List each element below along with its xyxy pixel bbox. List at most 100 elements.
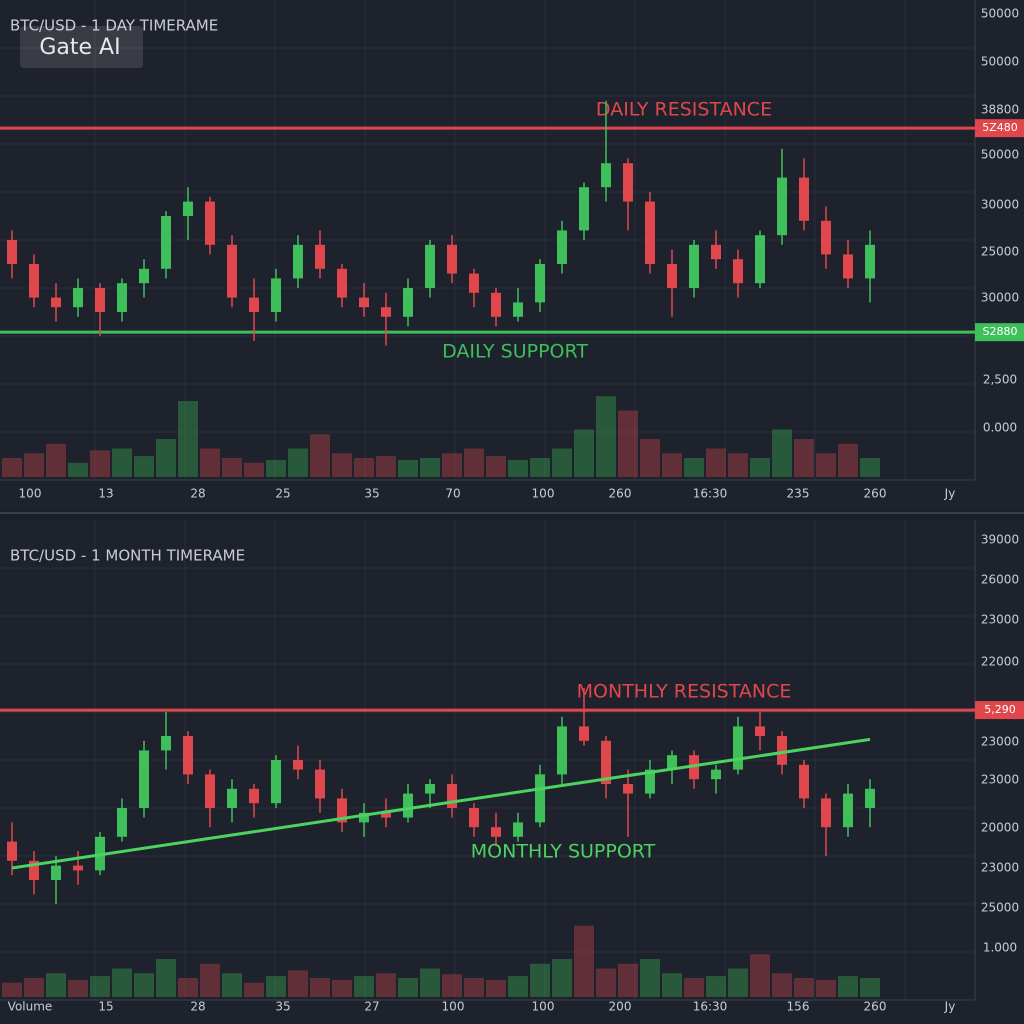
- volume-bar: [354, 976, 374, 997]
- volume-bar: [24, 978, 44, 997]
- candle-body: [7, 841, 17, 861]
- candle-body: [777, 736, 787, 765]
- y-axis-label: 26000: [981, 573, 1019, 587]
- candle-body: [623, 163, 633, 202]
- candle-body: [447, 244, 457, 274]
- candle-body: [337, 268, 347, 298]
- candle-body: [337, 798, 347, 823]
- candle-body: [403, 288, 413, 317]
- candle-body: [117, 808, 127, 837]
- candle-body: [29, 264, 39, 298]
- x-axis-label: 28: [190, 487, 205, 501]
- volume-bar: [596, 396, 616, 477]
- volume-bar: [310, 434, 330, 477]
- volume-bar: [794, 978, 814, 997]
- volume-bar: [662, 973, 682, 997]
- candle-body: [799, 177, 809, 221]
- volume-bar: [508, 459, 528, 477]
- volume-bar: [376, 456, 396, 477]
- volume-bar: [530, 458, 550, 477]
- x-axis-label: Jy: [944, 1000, 956, 1014]
- candle-body: [491, 827, 501, 837]
- x-axis-label: 28: [190, 1000, 205, 1014]
- volume-bar: [860, 458, 880, 477]
- candle-body: [469, 273, 479, 293]
- price-tag-bg: [975, 323, 1024, 342]
- y-axis-label: 50000: [981, 7, 1019, 21]
- volume-bar: [838, 443, 858, 477]
- y-axis-label: 25000: [981, 901, 1019, 915]
- candle-body: [689, 244, 699, 288]
- x-axis-label: 260: [609, 487, 632, 501]
- x-axis-label: 16:30: [693, 487, 728, 501]
- price-tag: 5Z480: [982, 121, 1018, 134]
- candle-body: [205, 774, 215, 808]
- candle-body: [645, 769, 655, 794]
- volume-bar: [728, 453, 748, 477]
- volume-bar: [398, 459, 418, 477]
- volume-bar: [640, 439, 660, 477]
- candle-body: [73, 865, 83, 871]
- candle-body: [315, 244, 325, 269]
- volume-bar: [552, 959, 572, 997]
- candle-body: [227, 244, 237, 298]
- y-axis-label: 20000: [981, 821, 1019, 835]
- x-axis-label: 25: [275, 487, 290, 501]
- candle-body: [447, 784, 457, 808]
- volume-bar: [2, 458, 22, 477]
- volume-bar: [772, 429, 792, 477]
- volume-bar: [420, 458, 440, 477]
- candle-body: [469, 808, 479, 828]
- candle-body: [271, 278, 281, 312]
- volume-bar: [442, 453, 462, 477]
- trendline-label: MONTHLY SUPPORT: [471, 841, 656, 863]
- volume-bar: [684, 458, 704, 477]
- candle-body: [161, 216, 171, 269]
- y-axis-label: 23000: [981, 735, 1019, 749]
- candle-body: [645, 201, 655, 264]
- candle-body: [535, 774, 545, 823]
- candle-body: [183, 201, 193, 216]
- volume-bar: [816, 453, 836, 477]
- x-axis-label: 100: [442, 1000, 465, 1014]
- y-axis-label: 23000: [981, 613, 1019, 627]
- candle-body: [29, 860, 39, 880]
- candle-body: [843, 254, 853, 279]
- volume-bar: [574, 429, 594, 477]
- candle-body: [733, 259, 743, 284]
- y-axis-label: 2,500: [983, 373, 1017, 387]
- volume-bar: [420, 968, 440, 997]
- volume-bar: [596, 968, 616, 997]
- volume-bar: [486, 979, 506, 997]
- volume-bar: [750, 954, 770, 997]
- x-axis-label: 27: [364, 1000, 379, 1014]
- x-axis-label: 100: [532, 1000, 555, 1014]
- candle-body: [799, 764, 809, 799]
- candle-body: [513, 822, 523, 837]
- volume-bar: [728, 968, 748, 997]
- candle-body: [249, 297, 259, 312]
- x-axis-label: 70: [445, 487, 460, 501]
- volume-bar: [442, 974, 462, 997]
- candle-body: [95, 288, 105, 312]
- x-axis-label: 100: [19, 487, 42, 501]
- volume-bar: [200, 448, 220, 477]
- candle-body: [249, 788, 259, 804]
- volume-bar: [244, 462, 264, 477]
- candle-body: [491, 292, 501, 317]
- volume-bar: [816, 979, 836, 997]
- price-tag-bg: [975, 701, 1024, 720]
- volume-bar: [508, 976, 528, 997]
- volume-bar: [640, 959, 660, 997]
- y-axis-label: 30000: [981, 291, 1019, 305]
- volume-bar: [68, 979, 88, 997]
- volume-bar: [244, 982, 264, 997]
- level-label: DAILY SUPPORT: [442, 341, 588, 363]
- x-axis-label: Jy: [944, 487, 956, 501]
- candle-body: [293, 244, 303, 279]
- candle-body: [821, 798, 831, 828]
- level-label: MONTHLY RESISTANCE: [577, 681, 792, 703]
- candle-body: [601, 163, 611, 188]
- candle-body: [513, 302, 523, 317]
